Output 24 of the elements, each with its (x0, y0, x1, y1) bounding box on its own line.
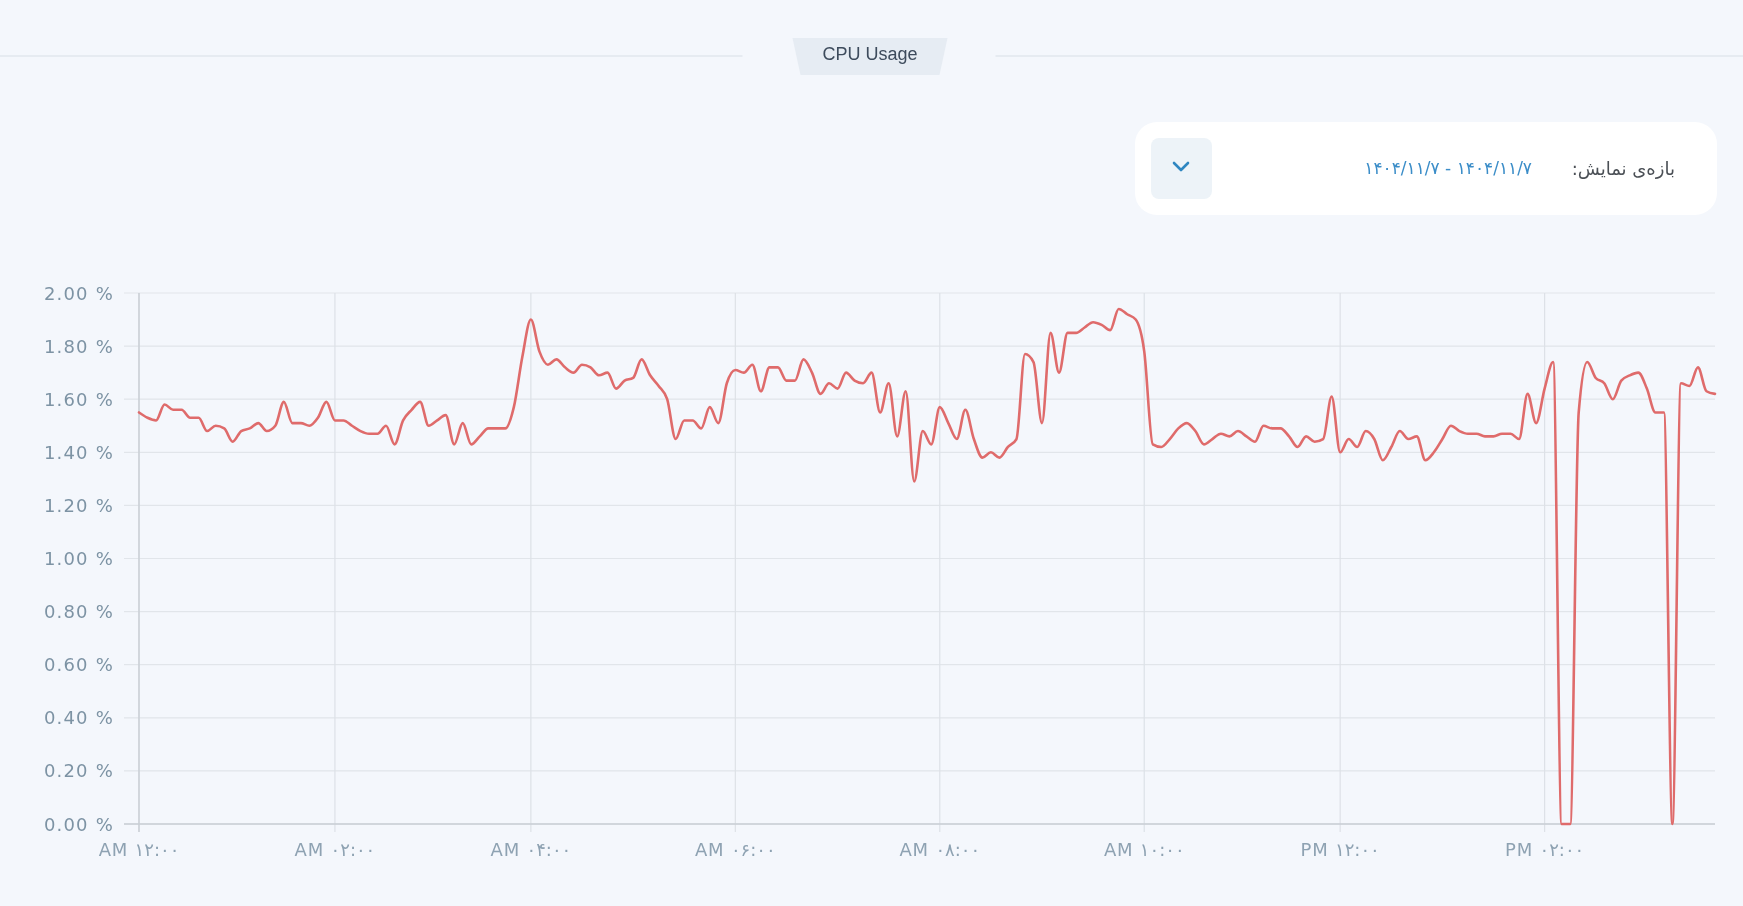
x-tick-label: PM ۰۲:۰۰ (1505, 838, 1585, 860)
x-tick-label: AM ۰۸:۰۰ (899, 838, 981, 860)
y-tick-label: 1.20 % (43, 494, 114, 516)
text: بازه‌ی نمایش: (1571, 157, 1675, 179)
line-series (137, 307, 1717, 826)
y-tick-label: 1.80 % (43, 335, 114, 357)
x-tick-label: AM ۰۴:۰۰ (490, 838, 572, 860)
y-tick-label: 0.80 % (43, 601, 114, 623)
chart-title: CPU Usage (822, 44, 918, 64)
y-tick-label: 0.00 % (43, 813, 114, 835)
x-tick-label: AM ۱۰:۰۰ (1103, 838, 1185, 860)
dropdown-button[interactable] (1151, 138, 1212, 199)
y-tick-label: 0.60 % (43, 654, 114, 676)
x-tick-label: AM ۰۶:۰۰ (694, 838, 776, 860)
x-tick-label: AM ۰۲:۰۰ (294, 838, 376, 860)
x-tick-label: AM ۱۲:۰۰ (98, 838, 180, 860)
y-tick-label: 1.00 % (43, 548, 114, 569)
text: ۱۴۰۴/۱۱/۷ - ۱۴۰۴/۱۱/۷ (1364, 158, 1532, 178)
y-tick-label: 1.40 % (43, 441, 114, 463)
y-tick-label: 0.40 % (43, 707, 114, 729)
y-tick-label: 2.00 % (43, 282, 114, 304)
x-tick-label: PM ۱۲:۰۰ (1300, 838, 1380, 860)
y-tick-label: 1.60 % (43, 388, 114, 410)
y-tick-label: 0.20 % (43, 760, 114, 782)
